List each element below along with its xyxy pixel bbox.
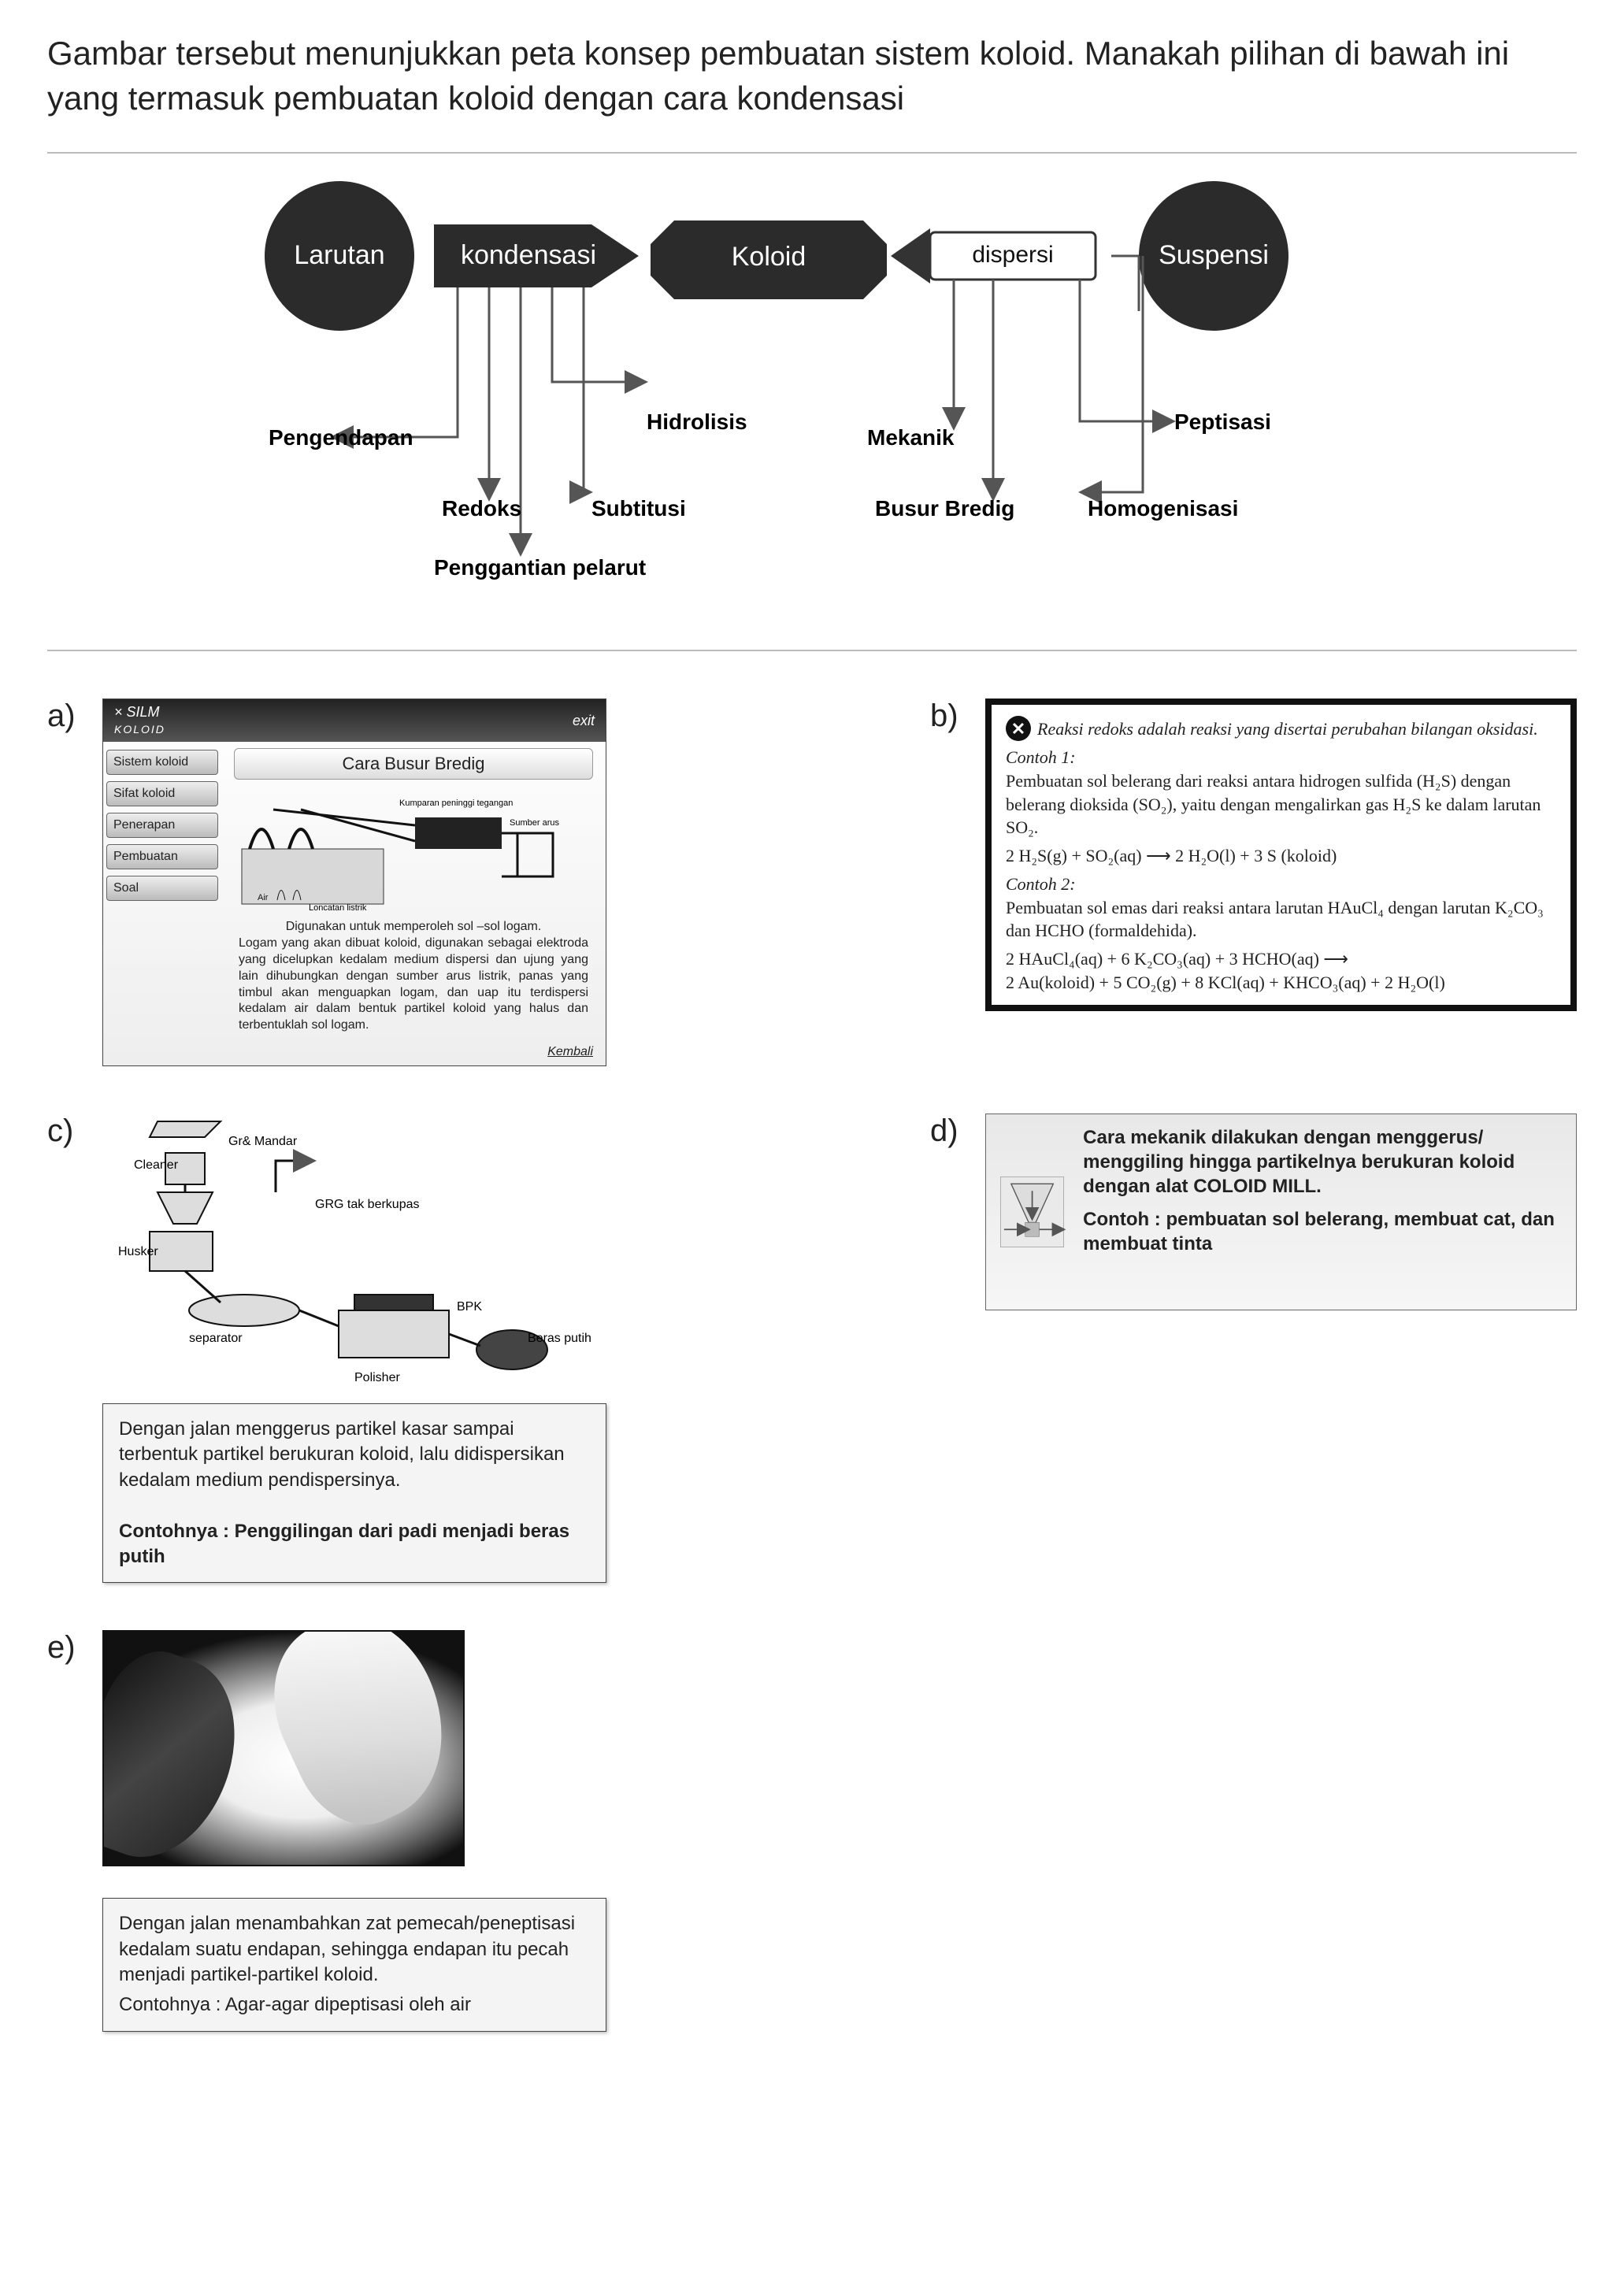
branch-peptisasi: Peptisasi: [1174, 409, 1271, 434]
svg-text:Loncatan listrik: Loncatan listrik: [309, 903, 367, 912]
redoks-card: ✕ Reaksi redoks adalah reaksi yang diser…: [985, 699, 1577, 1011]
option-d[interactable]: d) Cara mekanik dilakukan dengan mengger…: [930, 1114, 1577, 1583]
branch-subtitusi: Subtitusi: [591, 496, 686, 521]
option-d-line2: Contoh : pembuatan sol belerang, membuat…: [1083, 1207, 1565, 1256]
branch-hidrolisis: Hidrolisis: [647, 409, 747, 434]
svg-text:Kumparan peninggi tegangan: Kumparan peninggi tegangan: [399, 799, 513, 808]
contoh2-eq2: 2 Au(koloid) + 5 CO₂(g) + 8 KCl(aq) + KH…: [1006, 971, 1556, 995]
option-c-letter: c): [47, 1114, 87, 1149]
node-dispersi: dispersi: [972, 242, 1053, 268]
bredig-title: Cara Busur Bredig: [234, 748, 593, 780]
node-kondensasi: kondensasi: [461, 240, 596, 270]
contoh2-title: Contoh 2:: [1006, 874, 1076, 894]
bredig-diagram: Kumparan peninggi tegangan Sumber arus A…: [234, 786, 565, 912]
option-e-example: Contohnya : Agar-agar dipeptisasi oleh a…: [119, 1992, 590, 2018]
close-icon[interactable]: ×: [114, 704, 123, 720]
svg-text:Husker: Husker: [118, 1245, 158, 1258]
branch-busur: Busur Bredig: [875, 496, 1014, 521]
option-b[interactable]: b) ✕ Reaksi redoks adalah reaksi yang di…: [930, 699, 1577, 1066]
close-icon: ✕: [1006, 716, 1031, 741]
siml-title: SILM: [127, 704, 160, 720]
svg-text:Beras putih: Beras putih: [528, 1332, 591, 1345]
node-suspensi: Suspensi: [1159, 240, 1269, 270]
option-a-letter: a): [47, 699, 87, 734]
option-d-letter: d): [930, 1114, 970, 1149]
mekanik-card: Cara mekanik dilakukan dengan menggerus/…: [985, 1114, 1577, 1310]
question-text: Gambar tersebut menunjukkan peta konsep …: [47, 31, 1577, 120]
sidebar-btn-penerapan[interactable]: Penerapan: [106, 813, 218, 838]
colloid-mill-icon: [997, 1125, 1067, 1299]
branch-homogenisasi: Homogenisasi: [1088, 496, 1238, 521]
option-e-caption: Dengan jalan menambahkan zat pemecah/pen…: [119, 1911, 590, 1988]
branch-penggantian: Penggantian pelarut: [434, 555, 646, 580]
sidebar-btn-sistem[interactable]: Sistem koloid: [106, 750, 218, 775]
bredig-desc-2: Logam yang akan dibuat koloid, digunakan…: [239, 936, 588, 1034]
node-larutan: Larutan: [294, 240, 384, 270]
option-c[interactable]: c): [47, 1114, 694, 1583]
contoh1-title: Contoh 1:: [1006, 747, 1076, 767]
contoh1-eq: 2 H₂S(g) + SO₂(aq) ⟶ 2 H₂O(l) + 3 S (kol…: [1006, 844, 1556, 868]
option-c-caption: Dengan jalan menggerus partikel kasar sa…: [119, 1417, 590, 1493]
option-e[interactable]: e) Dengan jalan menambahkan zat pemecah/…: [47, 1630, 694, 2032]
contoh2-body: Pembuatan sol emas dari reaksi antara la…: [1006, 896, 1556, 943]
siml-sidebar: Sistem koloid Sifat koloid Penerapan Pem…: [103, 742, 221, 1043]
siml-sub: KOLOID: [114, 723, 165, 736]
node-koloid: Koloid: [732, 242, 806, 272]
branch-mekanik: Mekanik: [867, 425, 955, 450]
sidebar-btn-pembuatan[interactable]: Pembuatan: [106, 844, 218, 869]
contoh1-body: Pembuatan sol belerang dari reaksi antar…: [1006, 769, 1556, 839]
bredig-desc-1: Digunakan untuk memperoleh sol –sol loga…: [239, 919, 588, 936]
svg-text:Gr& Mandar: Gr& Mandar: [228, 1135, 298, 1148]
options-grid: a) × SILM KOLOID exit Sistem koloid Sifa…: [47, 699, 1577, 2031]
back-link[interactable]: Kembali: [103, 1043, 606, 1065]
sidebar-btn-sifat[interactable]: Sifat koloid: [106, 781, 218, 806]
svg-text:separator: separator: [189, 1332, 243, 1345]
sidebar-btn-soal[interactable]: Soal: [106, 876, 218, 901]
siml-card: × SILM KOLOID exit Sistem koloid Sifat k…: [102, 699, 606, 1066]
svg-text:Cleaner: Cleaner: [134, 1158, 179, 1172]
contoh2-eq1: 2 HAuCl₄(aq) + 6 K₂CO₃(aq) + 3 HCHO(aq) …: [1006, 947, 1556, 971]
option-d-line1: Cara mekanik dilakukan dengan menggerus/…: [1083, 1125, 1565, 1199]
option-e-photo: [102, 1630, 465, 1866]
option-e-letter: e): [47, 1630, 87, 1666]
exit-link[interactable]: exit: [573, 713, 595, 729]
svg-text:BPK: BPK: [457, 1300, 482, 1314]
concept-map: Larutan kondensasi Koloid dispersi Suspe…: [47, 152, 1577, 651]
branch-pengendapan: Pengendapan: [269, 425, 413, 450]
option-b-letter: b): [930, 699, 970, 734]
option-c-example: Contohnya : Penggilingan dari padi menja…: [119, 1519, 590, 1570]
redoks-header: Reaksi redoks adalah reaksi yang diserta…: [1037, 717, 1538, 741]
option-a[interactable]: a) × SILM KOLOID exit Sistem koloid Sifa…: [47, 699, 694, 1066]
svg-text:Air: Air: [258, 893, 269, 902]
svg-text:Sumber arus: Sumber arus: [510, 818, 559, 828]
milling-diagram: Cleaner Gr& Mandar GRG tak berkupas Husk…: [102, 1114, 606, 1397]
branch-redoks: Redoks: [442, 496, 521, 521]
svg-text:GRG tak berkupas: GRG tak berkupas: [315, 1198, 420, 1211]
svg-text:Polisher: Polisher: [354, 1371, 400, 1384]
